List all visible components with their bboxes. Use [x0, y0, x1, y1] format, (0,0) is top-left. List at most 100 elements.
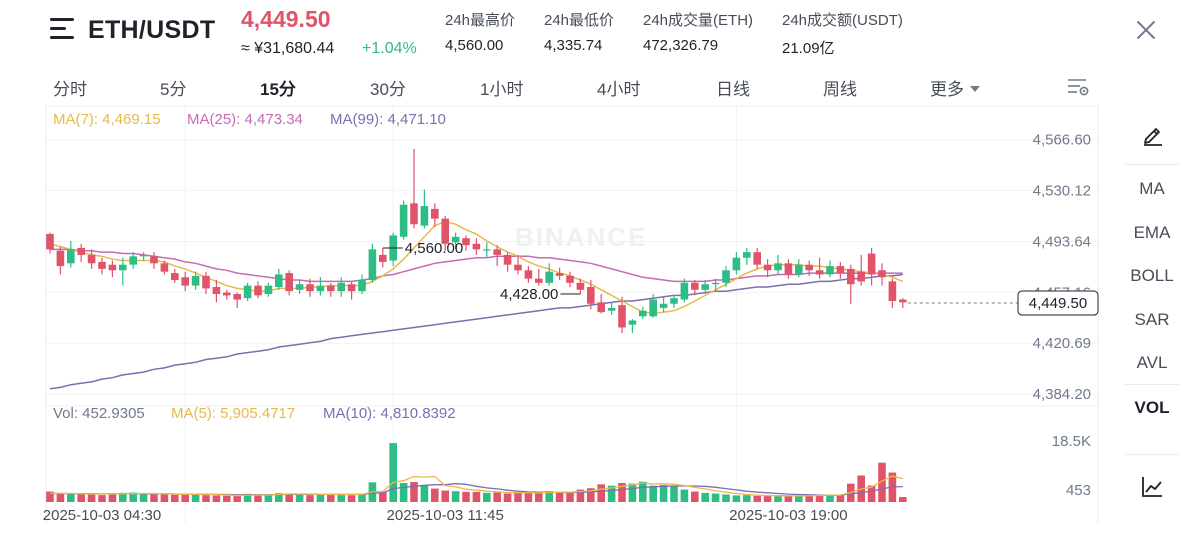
candle-body: [56, 250, 65, 267]
tab-5m[interactable]: 5分: [160, 80, 187, 99]
volume-bar: [441, 490, 449, 502]
tab-15m[interactable]: 15分: [260, 80, 296, 99]
volume-bar: [732, 495, 741, 502]
volume-bar: [98, 495, 106, 502]
kline-chart[interactable]: BINANCE 4,566.604,530.124,493.644,457.16…: [0, 104, 1124, 524]
candle-body: [649, 299, 657, 317]
ma-lines: [49, 220, 904, 390]
candle-body: [753, 252, 761, 265]
tool-vol[interactable]: VOL: [1134, 398, 1170, 417]
tab-1d[interactable]: 日线: [716, 80, 750, 99]
volume-bar: [212, 495, 221, 502]
candle-body: [743, 252, 751, 258]
tab-30m[interactable]: 30分: [370, 80, 406, 99]
menu-icon[interactable]: [50, 18, 74, 40]
volume-bar: [150, 493, 158, 502]
current-price-marker: 4,449.50: [907, 290, 1099, 316]
candle-body: [503, 254, 512, 265]
price-tick-label: 4,530.12: [1033, 183, 1091, 200]
candle-body: [722, 270, 730, 283]
volume-bar: [389, 443, 397, 502]
candle-body: [545, 271, 553, 283]
volume-bar: [181, 494, 189, 502]
candle-body: [337, 282, 345, 292]
candle-body: [524, 270, 533, 279]
candle-body: [139, 254, 148, 257]
volume-bar: [160, 494, 169, 502]
chart-settings-icon[interactable]: [1066, 76, 1090, 98]
stat-label: 24h成交额(USDT): [782, 12, 903, 29]
close-icon[interactable]: [1135, 19, 1157, 41]
stat-value: 4,335.74: [544, 37, 603, 54]
volume-bar: [264, 494, 273, 502]
price-tick-label: 4,566.60: [1033, 132, 1091, 149]
candle-body: [805, 264, 813, 271]
volume-bar: [659, 484, 668, 502]
candle-body: [815, 270, 824, 275]
volume-bar: [628, 483, 637, 502]
tab-1h[interactable]: 1小时: [480, 80, 524, 99]
tool-boll[interactable]: BOLL: [1130, 266, 1174, 285]
candle-body: [659, 303, 668, 308]
toolbar-divider: [1124, 164, 1180, 165]
volume-ma5-legend: MA(5): 5,905.4717: [171, 405, 295, 422]
tool-ma[interactable]: MA: [1139, 179, 1165, 198]
tool-avl[interactable]: AVL: [1136, 353, 1168, 372]
tab-more[interactable]: 更多: [930, 75, 980, 100]
volume-bar: [524, 492, 533, 502]
volume-bar: [899, 497, 907, 502]
candle-body: [441, 218, 449, 244]
candle-body: [108, 264, 117, 271]
volume-bar: [337, 494, 345, 502]
candle-body: [711, 282, 720, 285]
volume-bar: [316, 494, 325, 502]
candle-body: [316, 285, 325, 292]
volume-bar: [607, 485, 616, 502]
stat-24h-low: 24h最低价 4,335.74: [544, 9, 614, 54]
volume-bar: [139, 494, 148, 502]
candle-body: [129, 256, 137, 265]
candle-body: [451, 236, 460, 243]
volume-bar: [701, 492, 709, 502]
volume-bar: [618, 483, 626, 502]
volume-bar: [649, 485, 657, 502]
volume-bar: [358, 493, 366, 502]
candle-body: [774, 263, 782, 271]
volume-bar: [753, 495, 761, 502]
tab-4h[interactable]: 4小时: [597, 80, 641, 99]
tool-sar[interactable]: SAR: [1134, 310, 1170, 329]
candle-body: [847, 268, 855, 285]
volume-bar: [597, 484, 605, 502]
volume-bar: [587, 488, 595, 502]
candle-body: [639, 310, 647, 317]
volume-bar: [784, 496, 793, 502]
candle-body: [597, 302, 605, 313]
volume-bar: [795, 495, 803, 502]
ma7-line: [49, 220, 904, 315]
stat-label: 24h最高价: [445, 12, 516, 29]
volume-bar: [399, 483, 408, 502]
tool-ema[interactable]: EMA: [1133, 223, 1171, 242]
candle-body: [358, 280, 366, 292]
volume-bar: [805, 494, 813, 502]
candle-body: [171, 273, 179, 281]
chart-grid: [45, 105, 1099, 524]
tab-time-sharing[interactable]: 分时: [53, 80, 87, 99]
ticker-header: ETH/USDT 4,449.50 ≈ ¥31,680.44 +1.04% 24…: [0, 0, 1200, 66]
pencil-icon[interactable]: [1141, 122, 1165, 146]
candle-body: [493, 249, 501, 255]
candle-body: [150, 256, 158, 264]
candle-body: [67, 249, 75, 264]
price-cny: ≈ ¥31,680.44: [241, 40, 335, 57]
tab-1w[interactable]: 周线: [823, 80, 857, 99]
volume-bar: [462, 491, 470, 502]
pair-title[interactable]: ETH/USDT: [88, 16, 216, 44]
volume-bar: [483, 492, 491, 502]
volume-bar: [56, 493, 65, 502]
line-chart-icon[interactable]: [1140, 475, 1164, 499]
candle-body: [566, 275, 574, 283]
chart-frame: [45, 105, 1099, 524]
volume-bar: [774, 495, 782, 502]
volume-bar: [639, 481, 647, 502]
candle-body: [368, 249, 377, 281]
